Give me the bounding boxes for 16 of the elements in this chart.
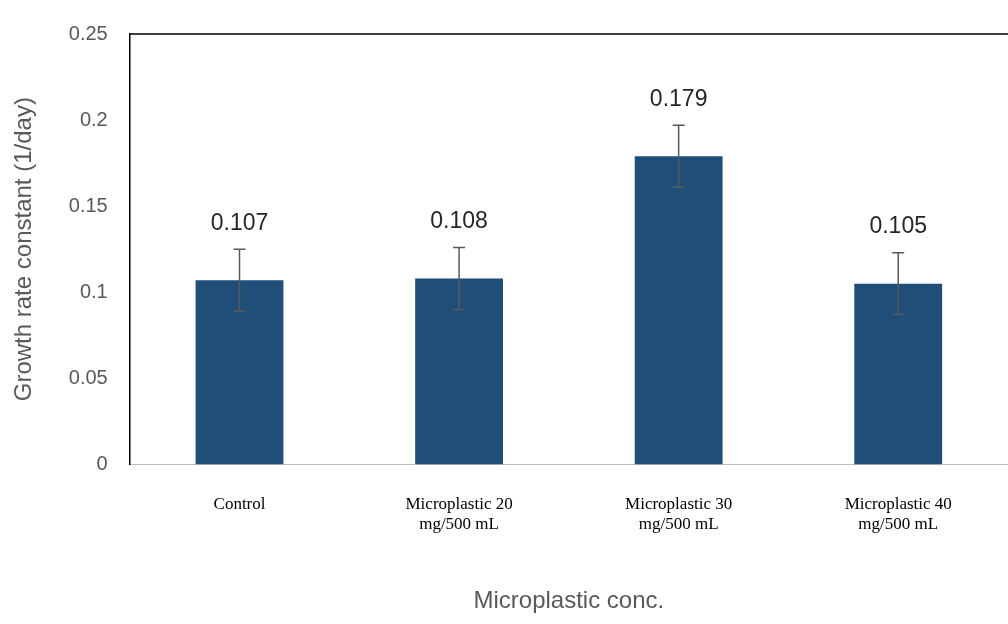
data-label: 0.107	[210, 209, 269, 236]
y-tick-label: 0.05	[68, 365, 108, 388]
x-axis-title: Microplastic conc.	[473, 586, 665, 614]
data-label: 0.179	[649, 85, 708, 112]
x-tick-label: Control	[213, 494, 266, 514]
data-label: 0.105	[869, 212, 927, 239]
data-label: 0.108	[430, 207, 488, 234]
x-tick-label: Microplastic 20 mg/500 mL	[405, 494, 513, 534]
y-tick-label: 0.15	[68, 193, 108, 216]
x-tick-label: Microplastic 30 mg/500 mL	[625, 494, 733, 534]
y-tick-label: 0	[96, 451, 108, 474]
y-tick-label: 0.25	[68, 21, 108, 44]
y-tick-label: 0.1	[79, 279, 108, 302]
y-axis-title: Growth rate constant (1/day)	[9, 97, 37, 402]
x-tick-label: Microplastic 40 mg/500 mL	[844, 494, 952, 534]
y-tick-label: 0.2	[79, 107, 108, 130]
